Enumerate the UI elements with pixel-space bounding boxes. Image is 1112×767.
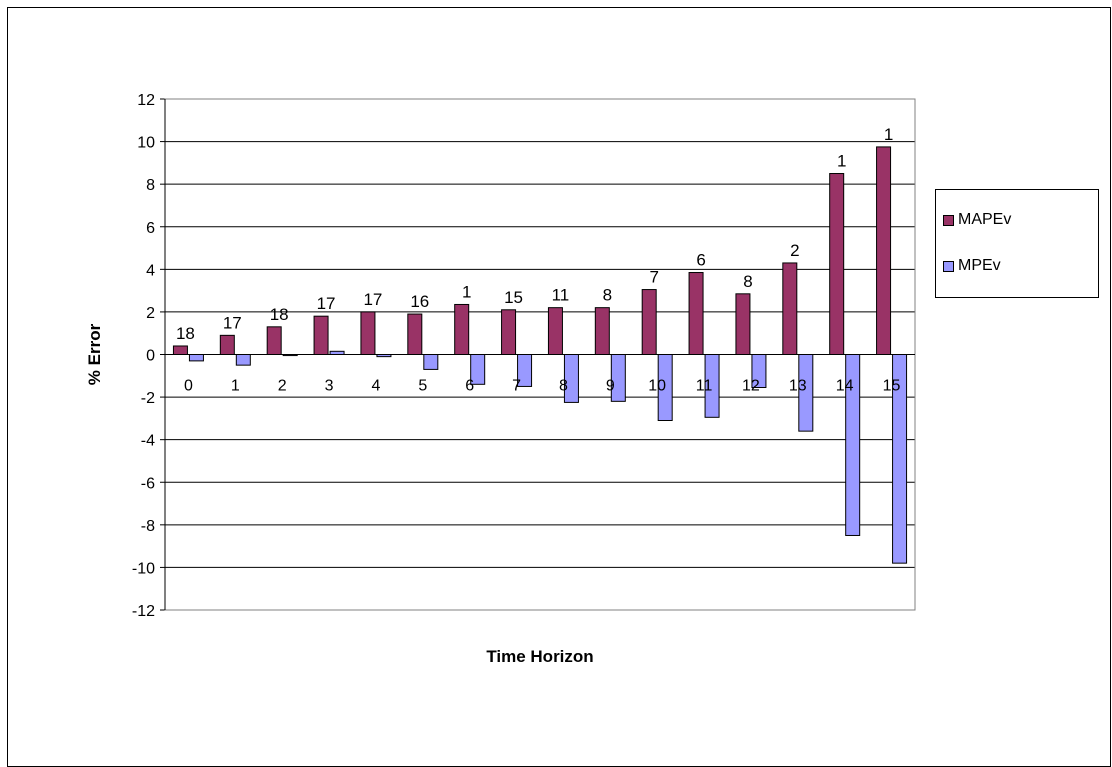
bar-mapev-12	[735, 293, 751, 356]
bar-count-label: 1	[462, 282, 471, 301]
y-tick-label: 2	[146, 305, 155, 322]
bar-count-label: 16	[410, 292, 429, 311]
x-tick-label: 1	[231, 378, 240, 395]
y-tick-label: -12	[132, 603, 155, 620]
bar-mapev-13	[782, 262, 798, 355]
x-tick-label: 14	[836, 378, 854, 395]
bar-mapev-5	[407, 313, 423, 356]
bar-count-label: 17	[317, 294, 336, 313]
bar-mapev-7	[501, 309, 517, 356]
bar-mpev-1	[235, 354, 251, 366]
x-tick-label: 10	[648, 378, 666, 395]
legend-label-mpev: MPEv	[958, 257, 1001, 274]
y-tick-label: -4	[141, 433, 155, 450]
bar-mapev-9	[594, 307, 610, 355]
axes	[160, 98, 916, 611]
bar-mapev-0	[172, 345, 188, 356]
bar-mapev-6	[454, 303, 470, 355]
bar-count-label: 6	[696, 251, 705, 270]
bar-count-label: 1	[837, 152, 846, 171]
bar-count-label: 15	[504, 288, 523, 307]
y-tick-label: 4	[146, 262, 155, 279]
x-axis-title: Time Horizon	[486, 647, 593, 666]
x-tick-label: 15	[883, 378, 901, 395]
bar-count-label: 1	[884, 125, 893, 144]
y-tick-label: 8	[146, 177, 155, 194]
x-tick-label: 5	[418, 378, 427, 395]
bar-count-label: 7	[649, 268, 658, 287]
bar-mapev-1	[219, 334, 235, 355]
x-tick-label: 12	[742, 378, 760, 395]
y-tick-label: -6	[141, 475, 155, 492]
legend-swatch-mapev	[943, 214, 954, 226]
bar-mapev-14	[829, 173, 845, 355]
legend-item-mpev: MPEv	[943, 256, 1001, 276]
y-tick-label: 12	[137, 92, 155, 109]
chart-frame	[7, 7, 1111, 767]
y-tick-label: -2	[141, 390, 155, 407]
x-tick-label: 13	[789, 378, 807, 395]
bar-count-label: 8	[603, 286, 612, 305]
x-tick-label: 3	[325, 378, 334, 395]
bar-count-label: 18	[176, 324, 195, 343]
bar-mapev-4	[360, 311, 376, 355]
bar-mapev-11	[688, 272, 704, 355]
bar-count-label: 17	[363, 290, 382, 309]
legend-swatch-mpev	[943, 260, 954, 272]
bar-count-label: 11	[552, 286, 570, 305]
bar-mapev-2	[266, 326, 282, 355]
legend-label-mapev: MAPEv	[958, 211, 1012, 228]
y-tick-label: 6	[146, 220, 155, 237]
x-tick-label: 4	[371, 378, 380, 395]
x-tick-label: 6	[465, 378, 474, 395]
bar-mapev-10	[641, 289, 657, 356]
legend: MAPEv MPEv	[935, 189, 1099, 298]
bar-count-label: 17	[223, 313, 242, 332]
y-tick-label: 0	[146, 348, 155, 365]
x-tick-label: 7	[512, 378, 521, 395]
bar-count-label: 2	[790, 241, 799, 260]
x-tick-label: 2	[278, 378, 287, 395]
bar-count-label: 18	[270, 305, 289, 324]
x-tick-label: 11	[696, 378, 713, 395]
bar-count-label: 8	[743, 272, 752, 291]
y-tick-label: 10	[137, 135, 155, 152]
y-tick-label: -10	[132, 560, 155, 577]
y-axis-title: % Error	[85, 323, 104, 385]
x-tick-label: 9	[606, 378, 615, 395]
x-tick-label: 0	[184, 378, 193, 395]
bar-mpev-5	[423, 354, 439, 370]
bar-mapev-3	[313, 315, 329, 355]
x-tick-label: 8	[559, 378, 568, 395]
bars	[172, 146, 908, 564]
legend-item-mapev: MAPEv	[943, 210, 1011, 230]
y-tick-label: -8	[141, 518, 155, 535]
bar-mpev-0	[188, 354, 204, 362]
bar-mapev-15	[876, 146, 892, 355]
bar-mapev-8	[547, 307, 563, 355]
